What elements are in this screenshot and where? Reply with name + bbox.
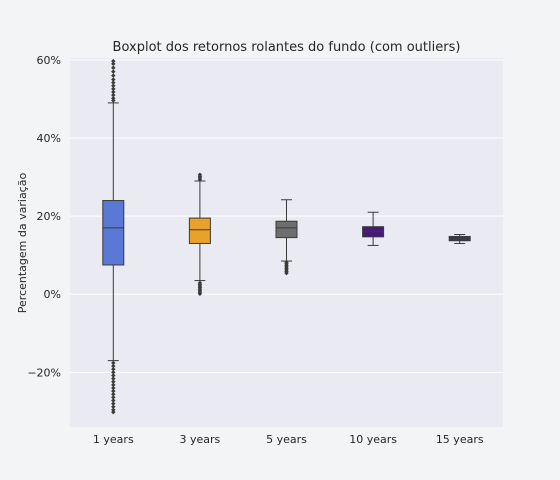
outlier-point: [111, 77, 116, 82]
box-15-years: [448, 233, 471, 244]
outlier-point: [111, 58, 116, 64]
outlier-point: [111, 80, 116, 85]
y-tick-label: −20%: [27, 366, 61, 379]
outlier-point: [111, 360, 116, 366]
outlier-point: [197, 172, 203, 177]
x-tick-label: 10 years: [349, 433, 397, 446]
outlier-point: [111, 367, 116, 372]
outlier-point: [111, 92, 116, 98]
y-tick-label: 40%: [37, 132, 61, 145]
outlier-point: [111, 376, 116, 381]
outlier-point: [111, 373, 116, 378]
outlier-point: [111, 370, 116, 375]
outlier-point: [197, 280, 203, 286]
outlier-point: [111, 69, 116, 74]
boxes: [102, 58, 471, 415]
outlier-point: [111, 86, 116, 92]
y-tick-labels: 60% 40% 20% 0% −20%: [27, 54, 61, 379]
y-tick-label: 0%: [44, 288, 61, 301]
y-tick-label: 20%: [37, 210, 61, 223]
outlier-point: [111, 404, 116, 409]
outlier-point: [111, 379, 116, 384]
y-axis-label: Percentagem da variação: [16, 173, 29, 314]
outlier-point: [111, 363, 116, 369]
outlier-point: [111, 388, 116, 394]
x-tick-labels: 1 years 3 years 5 years 10 years 15 years: [93, 433, 484, 446]
x-tick-label: 3 years: [180, 433, 221, 446]
x-tick-label: 5 years: [266, 433, 307, 446]
outlier-point: [111, 382, 116, 388]
outlier-point: [111, 65, 116, 70]
outlier-point: [111, 401, 116, 406]
x-tick-label: 1 years: [93, 433, 134, 446]
box-iqr: [102, 200, 125, 266]
y-tick-label: 60%: [37, 54, 61, 67]
x-tick-label: 15 years: [436, 433, 484, 446]
outlier-point: [111, 385, 116, 391]
outlier-point: [284, 260, 289, 265]
outlier-point: [111, 398, 116, 403]
box-iqr: [275, 220, 298, 239]
outlier-point: [111, 407, 116, 413]
outlier-point: [111, 395, 116, 400]
chart-title: Boxplot dos retornos rolantes do fundo (…: [113, 40, 461, 55]
outlier-point: [111, 61, 116, 67]
box-5-years: [275, 199, 298, 276]
outlier-point: [111, 73, 116, 78]
outlier-point: [111, 98, 116, 103]
outlier-point: [111, 83, 116, 88]
box-1-years: [102, 58, 125, 415]
box-iqr: [188, 217, 211, 244]
outlier-point: [111, 89, 116, 95]
outlier-point: [111, 392, 116, 397]
box-3-years: [188, 172, 211, 297]
outlier-point: [111, 96, 116, 101]
box-10-years: [362, 211, 385, 246]
outlier-point: [111, 409, 116, 415]
